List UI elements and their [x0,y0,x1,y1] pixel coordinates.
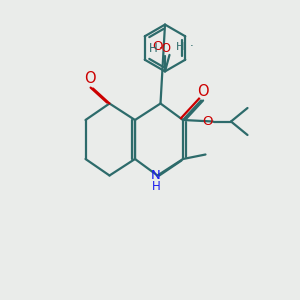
Text: ·: · [190,40,193,53]
Text: ·O: ·O [158,42,172,56]
Text: O: O [152,40,163,53]
Text: O: O [197,84,208,99]
Text: H: H [176,42,184,52]
Text: N: N [151,169,161,182]
Text: H: H [149,42,158,56]
Text: O: O [84,70,96,86]
Text: H: H [152,180,160,194]
Text: O: O [202,115,213,128]
